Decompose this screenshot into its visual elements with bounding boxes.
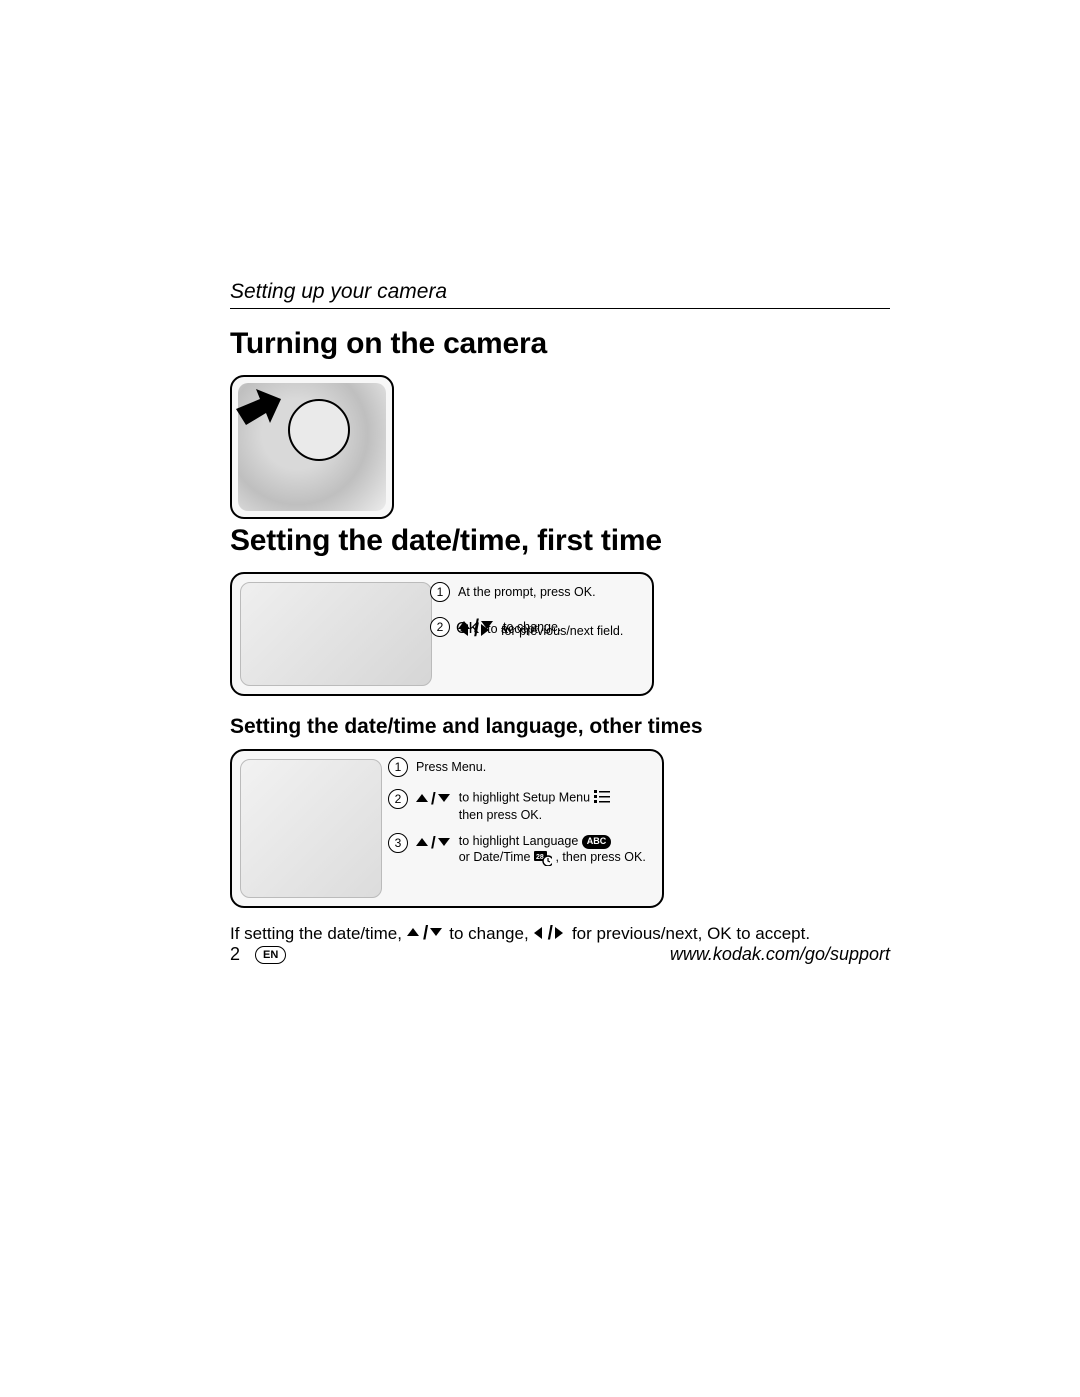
left-right-arrows-icon: / bbox=[534, 923, 567, 945]
section-title-turning-on: Turning on the camera bbox=[230, 327, 890, 361]
support-url: www.kodak.com/go/support bbox=[670, 944, 890, 965]
up-down-arrows-icon: / bbox=[407, 923, 444, 945]
chapter-header: Setting up your camera bbox=[230, 280, 890, 309]
page-footer: 2 EN www.kodak.com/go/support bbox=[230, 944, 890, 965]
note-a: If setting the date/time, bbox=[230, 924, 402, 944]
date-time-icon: 28 bbox=[534, 851, 552, 865]
manual-page: Setting up your camera Turning on the ca… bbox=[0, 0, 1080, 1397]
turn-arrow-icon bbox=[230, 387, 296, 442]
footer-left: 2 EN bbox=[230, 944, 286, 965]
camera-back-illustration bbox=[240, 582, 432, 686]
step3c-text: , then press OK. bbox=[555, 850, 645, 864]
step1-text: At the prompt, press OK. bbox=[458, 585, 596, 599]
subsection-title-other-times: Setting the date/time and language, othe… bbox=[230, 715, 890, 739]
figure-first-time-block: 1 At the prompt, press OK. 2 / to change… bbox=[230, 572, 890, 701]
language-abc-icon: ABC bbox=[582, 835, 612, 849]
page-number: 2 bbox=[230, 944, 240, 964]
figure-camera-power-on bbox=[230, 375, 394, 519]
bottom-note: If setting the date/time, / to change, /… bbox=[230, 923, 890, 945]
mode-dial-illustration bbox=[288, 399, 350, 461]
step-number-3: 3 bbox=[388, 833, 408, 853]
step-number-1: 1 bbox=[430, 582, 450, 602]
section-title-date-time: Setting the date/time, first time bbox=[230, 524, 890, 558]
step-number-2b: 2 bbox=[388, 789, 408, 809]
figure-other-times-block: 1 Press Menu. 2 / to highlight Setup Men… bbox=[230, 749, 890, 913]
up-down-arrows-icon: / bbox=[416, 833, 451, 853]
step-number-1b: 1 bbox=[388, 757, 408, 777]
up-down-arrows-icon: / bbox=[416, 789, 451, 809]
step-number-2: 2 bbox=[430, 617, 450, 637]
step3-lines: to highlight Language ABC or Date/Time 2… bbox=[459, 833, 646, 866]
setup-menu-icon bbox=[594, 789, 610, 807]
note-c: for previous/next, OK to accept. bbox=[572, 924, 810, 944]
language-badge: EN bbox=[255, 946, 286, 964]
step2-line1: to highlight Setup Menu then press OK. bbox=[459, 789, 610, 824]
ok-label: OK bbox=[456, 620, 479, 638]
chapter-label: Setting up your camera bbox=[230, 280, 447, 303]
accept-text: to accept. bbox=[487, 622, 541, 636]
step3a-text: to highlight Language bbox=[459, 834, 579, 848]
step2a-text: to highlight Setup Menu bbox=[459, 790, 590, 804]
camera-back-illustration-2 bbox=[240, 759, 382, 898]
press-menu-text: Press Menu. bbox=[416, 759, 486, 775]
step3b-text: or Date/Time bbox=[459, 850, 531, 864]
note-b: to change, bbox=[449, 924, 528, 944]
step2b-text: then press OK. bbox=[459, 808, 542, 822]
